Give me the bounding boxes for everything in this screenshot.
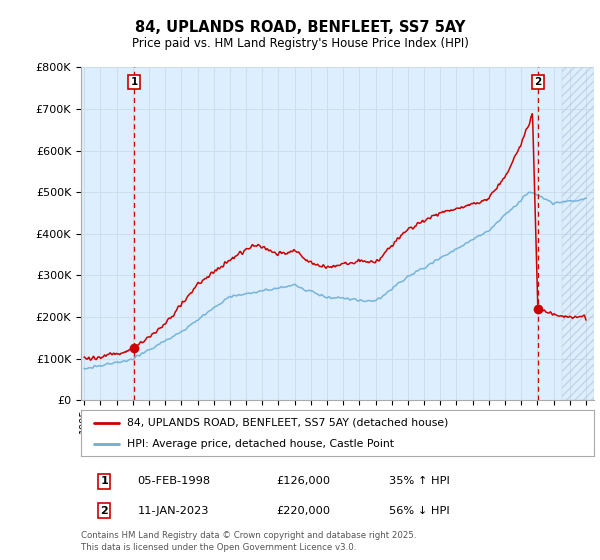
Text: 1: 1 — [131, 77, 138, 87]
Text: 56% ↓ HPI: 56% ↓ HPI — [389, 506, 449, 516]
Text: 1: 1 — [100, 476, 108, 486]
Text: 35% ↑ HPI: 35% ↑ HPI — [389, 476, 449, 486]
Text: 84, UPLANDS ROAD, BENFLEET, SS7 5AY (detached house): 84, UPLANDS ROAD, BENFLEET, SS7 5AY (det… — [127, 418, 449, 428]
Text: 84, UPLANDS ROAD, BENFLEET, SS7 5AY: 84, UPLANDS ROAD, BENFLEET, SS7 5AY — [135, 20, 465, 35]
Text: 2: 2 — [100, 506, 108, 516]
Text: 2: 2 — [534, 77, 541, 87]
Text: Price paid vs. HM Land Registry's House Price Index (HPI): Price paid vs. HM Land Registry's House … — [131, 37, 469, 50]
Text: £220,000: £220,000 — [276, 506, 330, 516]
Text: HPI: Average price, detached house, Castle Point: HPI: Average price, detached house, Cast… — [127, 439, 394, 449]
Text: Contains HM Land Registry data © Crown copyright and database right 2025.
This d: Contains HM Land Registry data © Crown c… — [81, 531, 416, 552]
Text: 11-JAN-2023: 11-JAN-2023 — [137, 506, 209, 516]
Text: 05-FEB-1998: 05-FEB-1998 — [137, 476, 211, 486]
Text: £126,000: £126,000 — [276, 476, 330, 486]
